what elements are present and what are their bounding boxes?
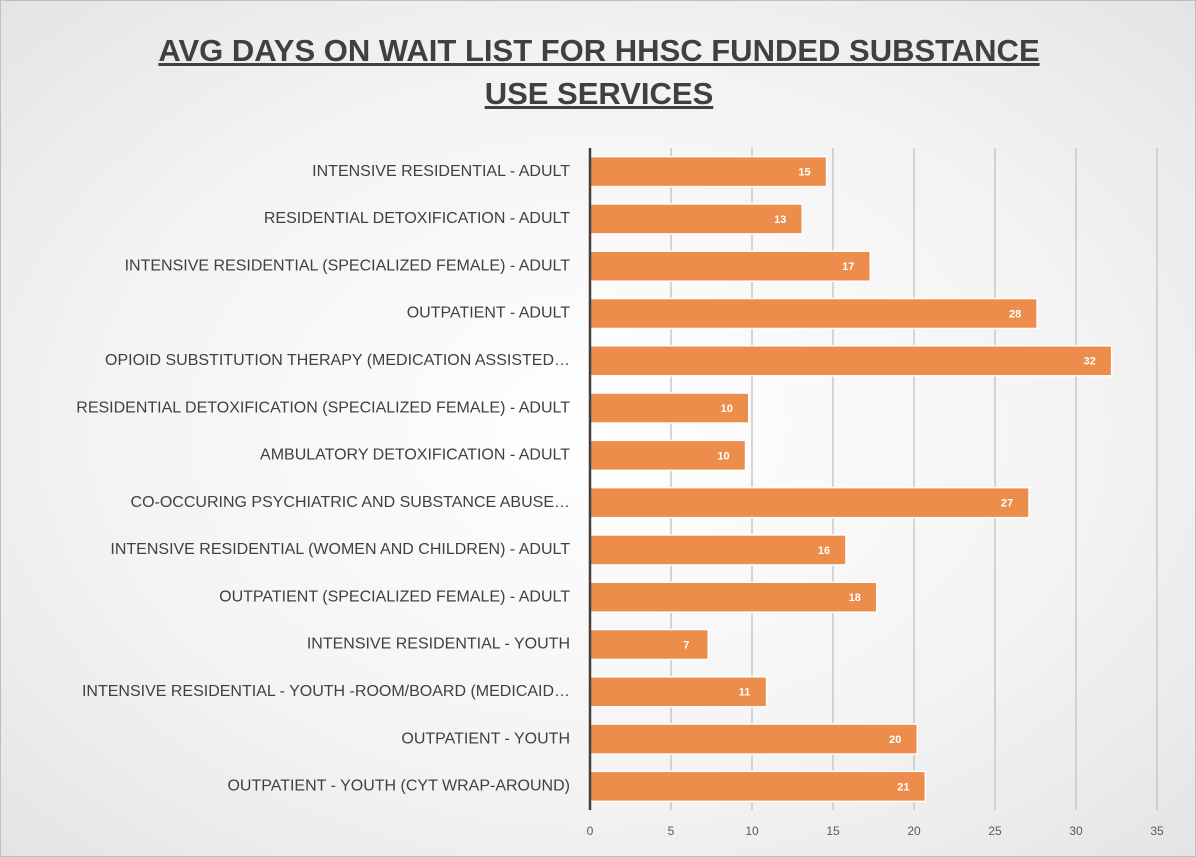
value-label: 32 (1084, 356, 1096, 368)
category-label: OUTPATIENT - YOUTH (CYT WRAP-AROUND) (227, 778, 570, 795)
bar (589, 486, 1030, 519)
category-label: OUTPATIENT - YOUTH (401, 730, 570, 747)
value-label: 28 (1009, 308, 1021, 320)
x-tick-label: 0 (587, 824, 594, 838)
bar (589, 723, 918, 755)
x-tick-label: 30 (1069, 824, 1083, 838)
category-label: AMBULATORY DETOXIFICATION - ADULT (260, 447, 570, 464)
bar (589, 581, 878, 613)
bar (589, 250, 872, 282)
category-label: OPIOID SUBSTITUTION THERAPY (MEDICATION … (105, 352, 570, 369)
x-tick-label: 5 (668, 824, 675, 838)
value-label: 18 (849, 592, 861, 604)
category-label: INTENSIVE RESIDENTIAL - YOUTH -ROOM/BOAR… (82, 683, 570, 700)
bar (589, 203, 803, 235)
category-label: CO-OCCURING PSYCHIATRIC AND SUBSTANCE AB… (131, 494, 570, 511)
bar (589, 297, 1038, 330)
value-label: 21 (897, 781, 909, 793)
category-label: OUTPATIENT - ADULT (407, 305, 571, 322)
bar (589, 534, 847, 566)
bar (589, 345, 1113, 377)
category-label: INTENSIVE RESIDENTIAL - ADULT (312, 163, 570, 180)
value-label: 16 (818, 545, 830, 557)
category-label: RESIDENTIAL DETOXIFICATION - ADULT (264, 210, 570, 227)
category-label: INTENSIVE RESIDENTIAL - YOUTH (307, 636, 570, 653)
x-tick-label: 25 (988, 824, 1002, 838)
value-label: 20 (889, 734, 901, 746)
value-label: 10 (721, 403, 733, 415)
bar (589, 628, 710, 661)
x-tick-label: 10 (745, 824, 759, 838)
value-label: 11 (739, 687, 751, 699)
value-label: 27 (1001, 498, 1013, 510)
value-label: 10 (717, 450, 729, 462)
bar (589, 439, 747, 472)
bar (589, 155, 828, 188)
value-label: 7 (683, 639, 689, 651)
bar (589, 770, 927, 803)
category-label: INTENSIVE RESIDENTIAL (WOMEN AND CHILDRE… (110, 541, 570, 558)
x-tick-label: 15 (826, 824, 840, 838)
value-label: 15 (798, 167, 810, 179)
category-label: OUTPATIENT (SPECIALIZED FEMALE) - ADULT (219, 588, 570, 605)
x-tick-label: 20 (907, 824, 921, 838)
x-tick-label: 35 (1150, 824, 1164, 838)
chart-title: AVG DAYS ON WAIT LIST FOR HHSC FUNDED SU… (158, 33, 1040, 111)
value-label: 13 (774, 214, 786, 226)
category-label: RESIDENTIAL DETOXIFICATION (SPECIALIZED … (76, 399, 570, 416)
value-label: 17 (842, 261, 854, 273)
category-label: INTENSIVE RESIDENTIAL (SPECIALIZED FEMAL… (125, 257, 571, 274)
